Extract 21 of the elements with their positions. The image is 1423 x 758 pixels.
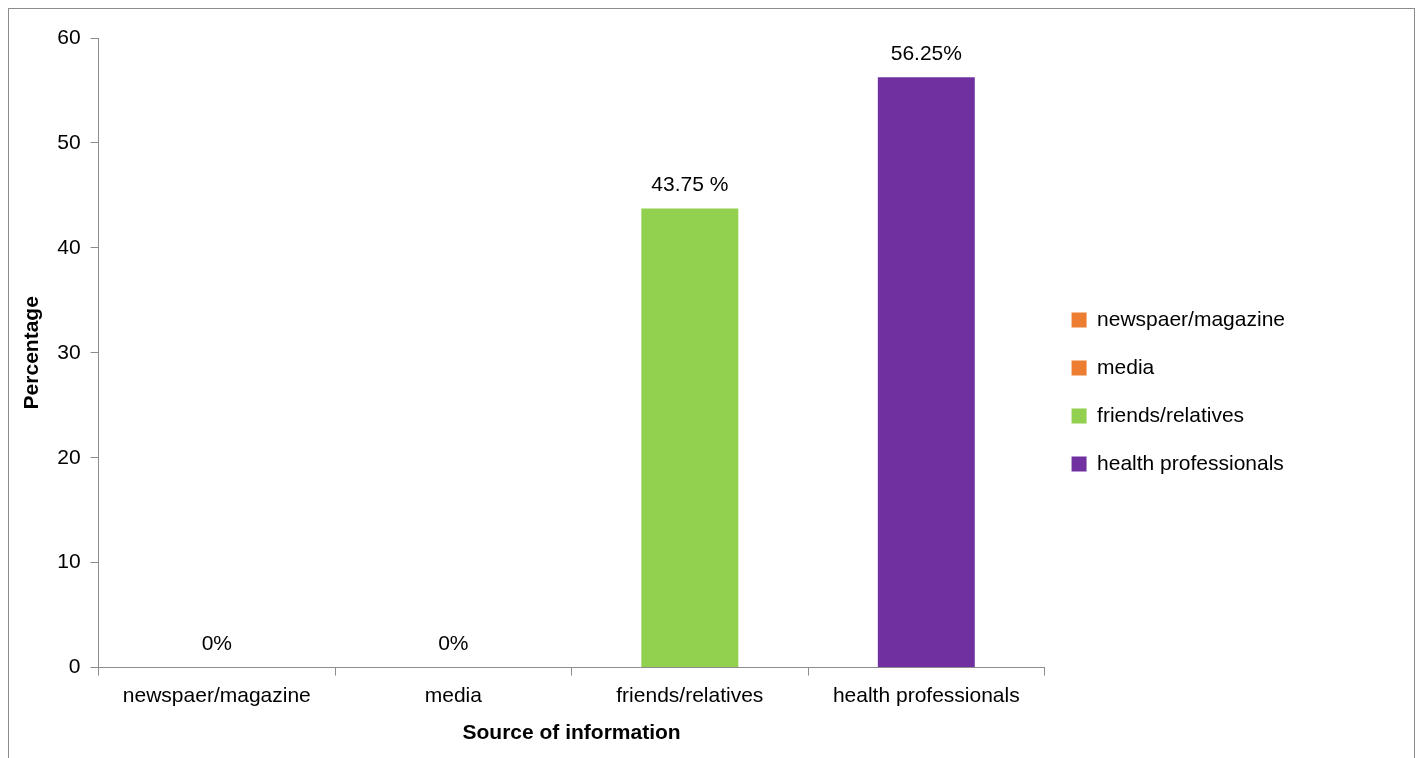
legend-label: friends/relatives xyxy=(1097,402,1245,426)
y-tick-label: 10 xyxy=(57,549,81,573)
data-label: 0% xyxy=(438,630,469,654)
y-axis-title: Percentage xyxy=(19,296,43,410)
y-tick-label: 30 xyxy=(57,339,81,363)
legend-label: newspaer/magazine xyxy=(1097,306,1286,330)
data-label: 43.75 % xyxy=(651,171,729,195)
data-label: 0% xyxy=(201,630,232,654)
x-tick-label: newspaer/magazine xyxy=(122,683,311,706)
x-axis-title: Source of information xyxy=(462,720,681,744)
x-tick-label: health professionals xyxy=(832,683,1020,706)
legend-label: health professionals xyxy=(1097,450,1284,474)
y-tick-label: 50 xyxy=(57,129,81,153)
data-label: 56.25% xyxy=(890,40,962,64)
y-tick-label: 40 xyxy=(57,234,81,258)
y-tick-label: 0 xyxy=(68,654,81,678)
y-tick-label: 60 xyxy=(57,24,81,48)
x-tick-label: media xyxy=(424,683,483,706)
legend-label: media xyxy=(1097,354,1155,378)
y-tick-label: 20 xyxy=(57,444,81,468)
x-tick-label: friends/relatives xyxy=(616,683,764,706)
